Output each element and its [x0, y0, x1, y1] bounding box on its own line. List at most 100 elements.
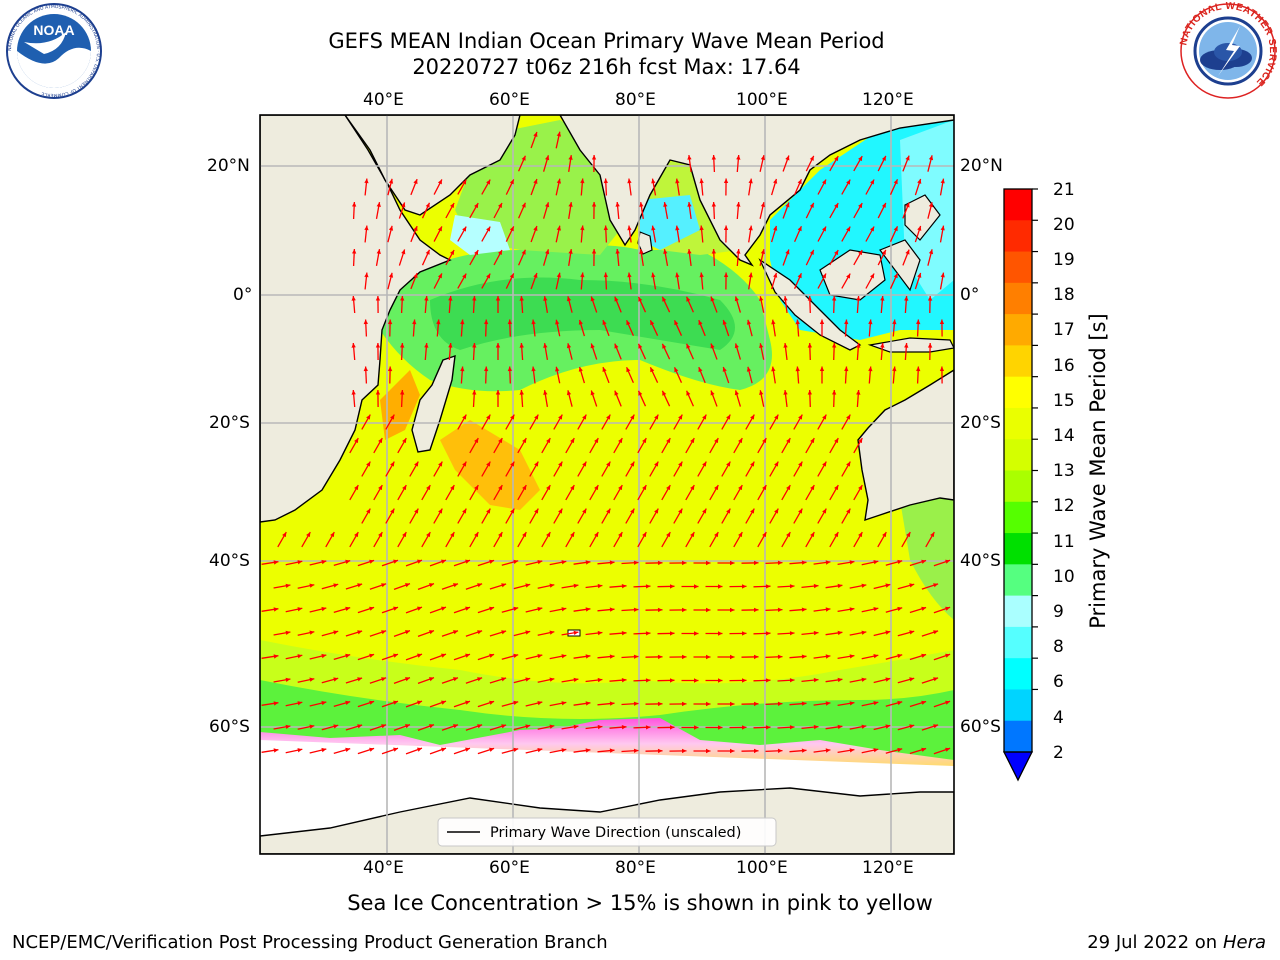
wave-arrow-head	[730, 748, 735, 754]
wave-arrow-head	[522, 532, 527, 538]
wave-arrow-head	[614, 390, 619, 396]
wave-arrow-head	[873, 607, 879, 612]
wave-arrow-head	[510, 414, 515, 420]
wave-arrow-head	[509, 179, 514, 185]
wave-arrow-head	[591, 202, 597, 207]
colorbar-band	[1004, 595, 1032, 628]
wave-arrow-head	[489, 700, 495, 705]
wave-arrow-head	[402, 438, 407, 444]
wave-arrow-head	[436, 319, 441, 325]
wave-arrow-head	[585, 654, 591, 659]
wave-arrow-head	[810, 485, 815, 491]
wave-arrow-head	[762, 532, 767, 538]
wave-arrow-head	[333, 583, 339, 588]
wave-arrow-head	[513, 559, 519, 564]
wave-arrow-head	[369, 606, 375, 611]
wave-arrow-head	[734, 343, 739, 349]
wave-arrow-head	[734, 296, 739, 302]
wave-arrow-head	[602, 367, 607, 372]
wave-arrow-head	[742, 631, 747, 636]
wave-arrow-head	[670, 631, 675, 636]
wave-arrow-head	[273, 560, 279, 565]
lat-label-right-1: 20°N	[960, 156, 1003, 176]
wave-arrow-head	[366, 508, 371, 514]
wave-arrow-head	[441, 747, 446, 752]
wave-arrow-head	[909, 677, 915, 682]
wave-arrow-head	[801, 560, 807, 565]
colorbar-band	[1004, 470, 1032, 503]
sea-ice-caption-text: Sea Ice Concentration > 15% is shown in …	[347, 891, 933, 915]
wave-arrow-head	[822, 179, 826, 185]
wave-arrow-head	[633, 701, 639, 706]
wave-arrow-head	[465, 700, 470, 705]
wave-arrow-head	[546, 438, 551, 444]
wave-arrow-head	[789, 725, 795, 730]
wave-arrow-head	[846, 508, 851, 514]
wave-arrow-head	[837, 630, 843, 636]
wave-arrow-head	[513, 606, 519, 611]
lat-label-right-2: 0°	[960, 285, 980, 305]
wave-arrow-head	[321, 606, 327, 612]
lat-label-left-3: 20°S	[209, 413, 250, 433]
wave-arrow-head	[940, 178, 945, 184]
wave-arrow-head	[645, 725, 651, 730]
wave-arrow-head	[465, 606, 470, 611]
wave-arrow-head	[822, 508, 827, 514]
wave-arrow-head	[448, 343, 453, 348]
wave-arrow-head	[376, 202, 381, 207]
wave-arrow-head	[603, 272, 608, 278]
lat-label-left-1: 20°N	[207, 156, 250, 176]
wave-arrow-head	[783, 390, 788, 395]
wave-arrow-head	[861, 724, 867, 729]
wave-arrow-head	[486, 508, 491, 514]
wave-arrow-head	[777, 748, 783, 753]
wave-arrow-head	[375, 390, 381, 395]
wave-arrow-head	[754, 748, 759, 754]
wave-arrow-head	[489, 559, 495, 564]
wave-arrow-head	[393, 653, 398, 658]
wave-arrow-head	[549, 677, 555, 682]
wave-arrow-head	[309, 724, 315, 729]
somali-cyan-patch	[450, 215, 510, 255]
wave-arrow-head	[825, 607, 831, 612]
wave-arrow-head	[846, 179, 851, 185]
wave-arrow-head	[533, 226, 538, 231]
wave-arrow-head	[345, 747, 351, 752]
colorbar-under-triangle	[1002, 751, 1034, 782]
wave-arrow-head	[630, 508, 635, 514]
wave-arrow-head	[666, 532, 671, 538]
wave-arrow-head	[366, 461, 371, 467]
wave-arrow-head	[710, 390, 715, 396]
wave-arrow-head	[933, 724, 939, 729]
wave-arrow-head	[413, 226, 418, 232]
wave-arrow-head	[783, 296, 788, 301]
wave-arrow-head	[546, 532, 551, 538]
wave-arrow-head	[441, 606, 446, 611]
wave-arrow-head	[810, 532, 815, 538]
wave-arrow-head	[580, 225, 585, 231]
wave-arrow-head	[525, 583, 531, 588]
wave-arrow-head	[573, 583, 579, 588]
wave-arrow-head	[273, 607, 279, 612]
wave-arrow-head	[537, 748, 543, 753]
wave-arrow-head	[501, 724, 507, 729]
wave-arrow-head	[388, 272, 394, 278]
wave-arrow-head	[687, 155, 692, 160]
wave-arrow-head	[856, 390, 861, 395]
wave-arrow-head	[369, 653, 375, 658]
wave-arrow-head	[771, 319, 776, 325]
wave-arrow-head	[525, 677, 531, 682]
wave-arrow-head	[819, 366, 825, 371]
wave-arrow-head	[522, 438, 527, 444]
wave-arrow-head	[369, 559, 375, 564]
wave-arrow-head	[621, 584, 627, 589]
wave-arrow-head	[921, 559, 927, 564]
wave-arrow-head	[545, 202, 550, 208]
wave-arrow-head	[590, 390, 595, 396]
wave-arrow-head	[474, 203, 479, 209]
colorbar	[1002, 188, 1038, 782]
wave-arrow-head	[597, 583, 603, 589]
wave-arrow-head	[694, 725, 699, 730]
wave-arrow-head	[609, 654, 615, 659]
